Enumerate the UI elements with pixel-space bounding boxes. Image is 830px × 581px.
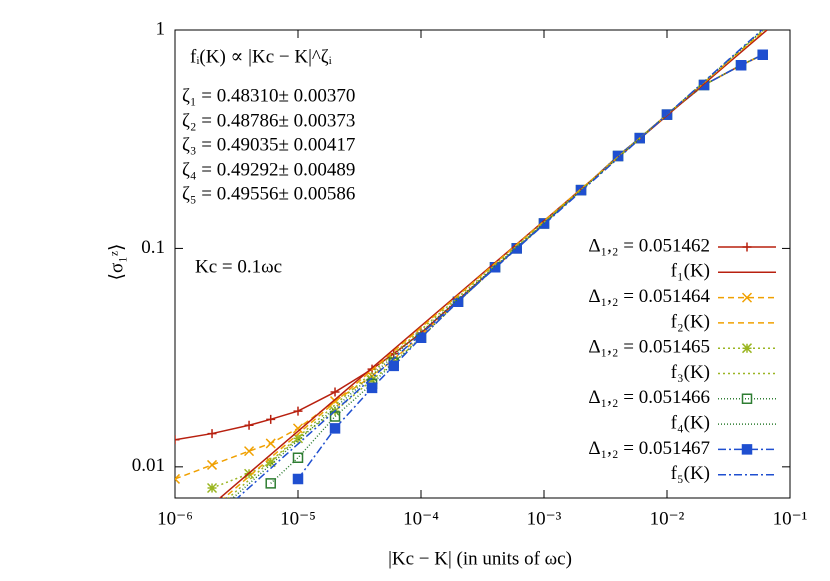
annotation: ζ₂ = 0.48786± 0.00373 [182, 110, 355, 131]
marker [292, 433, 304, 444]
marker [292, 423, 304, 434]
marker [292, 473, 304, 485]
legend-label: Δ₁,₂ = 0.051467 [588, 438, 710, 459]
annotation: ζ₄ = 0.49292± 0.00489 [182, 159, 355, 180]
plot-frame [174, 29, 791, 499]
y-tick-label: 1 [156, 18, 166, 39]
y-tick-label: 0.1 [141, 237, 165, 258]
marker [206, 482, 218, 494]
marker [175, 435, 180, 445]
x-tick-label: 10⁻² [650, 508, 685, 529]
marker [265, 478, 276, 489]
marker [741, 343, 753, 354]
marker [330, 387, 340, 397]
x-tick-label: 10⁻⁵ [280, 508, 316, 529]
x-tick-label: 10⁻³ [527, 508, 562, 529]
marker [735, 59, 747, 71]
y-tick-label: 0.01 [132, 455, 165, 476]
x-tick-label: 10⁻¹ [773, 508, 808, 529]
legend-label: f₂(K) [671, 311, 710, 332]
marker [741, 444, 753, 455]
marker [207, 429, 217, 439]
marker [329, 411, 341, 422]
marker [265, 438, 276, 449]
annotation: Kc = 0.1ωc [195, 256, 282, 277]
marker [366, 382, 378, 394]
legend-label: f₃(K) [671, 362, 710, 383]
legend-label: Δ₁,₂ = 0.051465 [588, 337, 710, 358]
marker [329, 423, 341, 434]
marker [265, 457, 276, 468]
marker [206, 459, 218, 470]
series-line [236, 30, 763, 498]
legend-label: f₅(K) [671, 463, 710, 484]
legend-label: Δ₁,₂ = 0.051464 [588, 286, 710, 307]
marker [244, 420, 254, 430]
legend-label: Δ₁,₂ = 0.051462 [588, 235, 710, 256]
x-tick-label: 10⁻⁶ [157, 508, 193, 529]
marker [266, 414, 276, 424]
y-axis-label: ⟨σ₁ᶻ⟩ [106, 244, 127, 281]
marker [293, 406, 303, 416]
marker [757, 49, 768, 61]
annotation: fᵢ(K) ∝ |Kc − K|^ζᵢ [190, 46, 332, 67]
marker [388, 360, 399, 372]
legend-label: f₄(K) [671, 412, 710, 433]
marker [292, 452, 304, 464]
annotation: ζ₁ = 0.48310± 0.00370 [182, 85, 355, 106]
marker [741, 292, 753, 303]
x-axis-label: |Kc − K| (in units of ωc) [388, 548, 572, 569]
annotation: ζ₃ = 0.49035± 0.00417 [182, 134, 355, 155]
legend-label: f₁(K) [671, 261, 710, 282]
marker [175, 473, 181, 484]
plot-area [175, 30, 768, 498]
annotation: ζ₅ = 0.49556± 0.00586 [182, 183, 355, 204]
x-tick-label: 10⁻⁴ [403, 508, 439, 529]
legend-label: Δ₁,₂ = 0.051466 [588, 387, 710, 408]
marker [244, 446, 255, 457]
marker [741, 393, 753, 405]
marker [742, 242, 752, 252]
